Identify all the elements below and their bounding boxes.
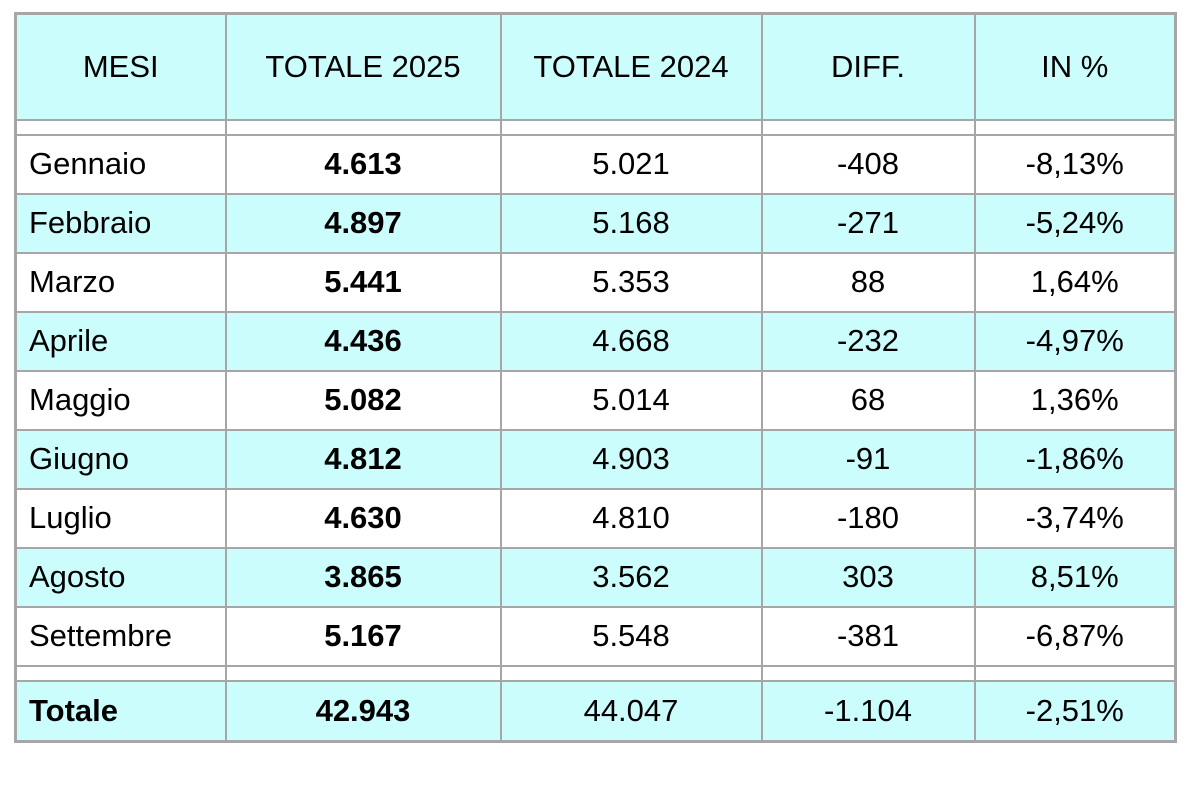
pct-cell: -6,87% bbox=[973, 605, 1177, 667]
total-2024-cell: 5.353 bbox=[499, 251, 763, 313]
table-row: Febbraio 4.897 5.168 -271 -5,24% bbox=[14, 192, 1177, 254]
column-header-totale-2024: TOTALE 2024 bbox=[499, 12, 763, 121]
pct-cell: 1,64% bbox=[973, 251, 1177, 313]
total-2024-cell: 5.021 bbox=[499, 133, 763, 195]
table-row: Settembre 5.167 5.548 -381 -6,87% bbox=[14, 605, 1177, 667]
table-row: Maggio 5.082 5.014 68 1,36% bbox=[14, 369, 1177, 431]
diff-cell: -180 bbox=[760, 487, 976, 549]
pct-cell: -1,86% bbox=[973, 428, 1177, 490]
spacer-cell bbox=[499, 118, 763, 136]
total-row: Totale 42.943 44.047 -1.104 -2,51% bbox=[14, 679, 1177, 743]
diff-cell: 88 bbox=[760, 251, 976, 313]
total-2025-cell: 42.943 bbox=[224, 679, 502, 743]
total-2025-cell: 5.167 bbox=[224, 605, 502, 667]
month-cell: Luglio bbox=[14, 487, 227, 549]
total-2024-cell: 44.047 bbox=[499, 679, 763, 743]
table-body: Gennaio 4.613 5.021 -408 -8,13% Febbraio 4.897… bbox=[14, 133, 1177, 667]
diff-cell: -381 bbox=[760, 605, 976, 667]
spacer-cell bbox=[499, 664, 763, 682]
total-2025-cell: 5.441 bbox=[224, 251, 502, 313]
month-cell: Gennaio bbox=[14, 133, 227, 195]
total-2024-cell: 5.548 bbox=[499, 605, 763, 667]
month-cell: Settembre bbox=[14, 605, 227, 667]
spacer-cell bbox=[973, 664, 1177, 682]
pct-cell: 1,36% bbox=[973, 369, 1177, 431]
month-cell: Agosto bbox=[14, 546, 227, 608]
month-cell: Febbraio bbox=[14, 192, 227, 254]
total-2024-cell: 4.810 bbox=[499, 487, 763, 549]
table-row: Agosto 3.865 3.562 303 8,51% bbox=[14, 546, 1177, 608]
pct-cell: -3,74% bbox=[973, 487, 1177, 549]
table-row: Aprile 4.436 4.668 -232 -4,97% bbox=[14, 310, 1177, 372]
table-row: Luglio 4.630 4.810 -180 -3,74% bbox=[14, 487, 1177, 549]
total-2024-cell: 4.903 bbox=[499, 428, 763, 490]
spacer-cell bbox=[973, 118, 1177, 136]
total-2025-cell: 3.865 bbox=[224, 546, 502, 608]
total-2025-cell: 5.082 bbox=[224, 369, 502, 431]
month-cell: Marzo bbox=[14, 251, 227, 313]
total-2024-cell: 4.668 bbox=[499, 310, 763, 372]
header-row: MESI TOTALE 2025 TOTALE 2024 DIFF. IN % bbox=[14, 12, 1177, 121]
total-2024-cell: 5.168 bbox=[499, 192, 763, 254]
diff-cell: 68 bbox=[760, 369, 976, 431]
column-header-diff: DIFF. bbox=[760, 12, 976, 121]
spacer-cell bbox=[760, 118, 976, 136]
total-pct-cell: -2,51% bbox=[973, 679, 1177, 743]
column-header-in-pct: IN % bbox=[973, 12, 1177, 121]
diff-cell: -408 bbox=[760, 133, 976, 195]
total-2024-cell: 3.562 bbox=[499, 546, 763, 608]
total-2025-cell: 4.812 bbox=[224, 428, 502, 490]
month-cell: Giugno bbox=[14, 428, 227, 490]
total-2024-cell: 5.014 bbox=[499, 369, 763, 431]
column-header-totale-2025: TOTALE 2025 bbox=[224, 12, 502, 121]
total-2025-cell: 4.630 bbox=[224, 487, 502, 549]
diff-cell: -271 bbox=[760, 192, 976, 254]
pct-cell: 8,51% bbox=[973, 546, 1177, 608]
total-2025-cell: 4.613 bbox=[224, 133, 502, 195]
table-row: Gennaio 4.613 5.021 -408 -8,13% bbox=[14, 133, 1177, 195]
total-2025-cell: 4.436 bbox=[224, 310, 502, 372]
diff-cell: -91 bbox=[760, 428, 976, 490]
pct-cell: -8,13% bbox=[973, 133, 1177, 195]
diff-cell: -232 bbox=[760, 310, 976, 372]
pct-cell: -5,24% bbox=[973, 192, 1177, 254]
total-label-cell: Totale bbox=[14, 679, 227, 743]
pct-cell: -4,97% bbox=[973, 310, 1177, 372]
spacer-cell bbox=[224, 118, 502, 136]
spacer-cell bbox=[760, 664, 976, 682]
spacer-cell bbox=[14, 118, 227, 136]
table-row: Marzo 5.441 5.353 88 1,64% bbox=[14, 251, 1177, 313]
spacer-cell bbox=[224, 664, 502, 682]
spacer-cell bbox=[14, 664, 227, 682]
column-header-mesi: MESI bbox=[14, 12, 227, 121]
monthly-totals-table: MESI TOTALE 2025 TOTALE 2024 DIFF. IN % … bbox=[14, 12, 1177, 743]
month-cell: Aprile bbox=[14, 310, 227, 372]
month-cell: Maggio bbox=[14, 369, 227, 431]
total-2025-cell: 4.897 bbox=[224, 192, 502, 254]
table-row: Giugno 4.812 4.903 -91 -1,86% bbox=[14, 428, 1177, 490]
spacer-row-bottom bbox=[14, 664, 1177, 682]
spacer-row-top bbox=[14, 118, 1177, 136]
total-diff-cell: -1.104 bbox=[760, 679, 976, 743]
diff-cell: 303 bbox=[760, 546, 976, 608]
